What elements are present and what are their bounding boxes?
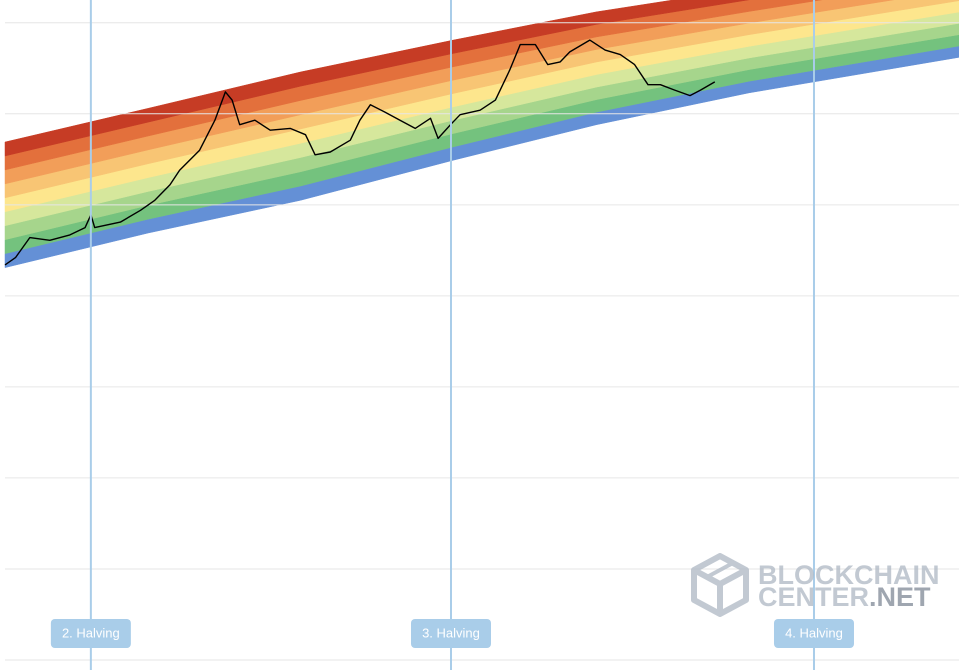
halving-label: 2. Halving <box>62 625 120 640</box>
halvings: 2. Halving 3. Halving 4. Halving <box>50 0 854 670</box>
rainbow-bands <box>4 0 959 268</box>
halving-label-box <box>50 619 131 648</box>
watermark-line2: CENTER.NET <box>758 582 931 612</box>
watermark: BLOCKCHAIN CENTER.NET <box>691 553 940 617</box>
watermark-line1: BLOCKCHAIN <box>758 560 940 590</box>
halving-label-box <box>410 619 491 648</box>
watermark-center: CENTER <box>758 582 869 612</box>
price-layer <box>4 39 716 266</box>
halving-label-box <box>773 619 854 648</box>
halving-label: 3. Halving <box>422 625 480 640</box>
price-line <box>4 39 716 266</box>
rainbow-band <box>4 0 750 157</box>
halving-label: 4. Halving <box>785 625 843 640</box>
grid <box>5 22 959 661</box>
watermark-icon <box>691 553 749 617</box>
watermark-net: .NET <box>869 582 931 612</box>
